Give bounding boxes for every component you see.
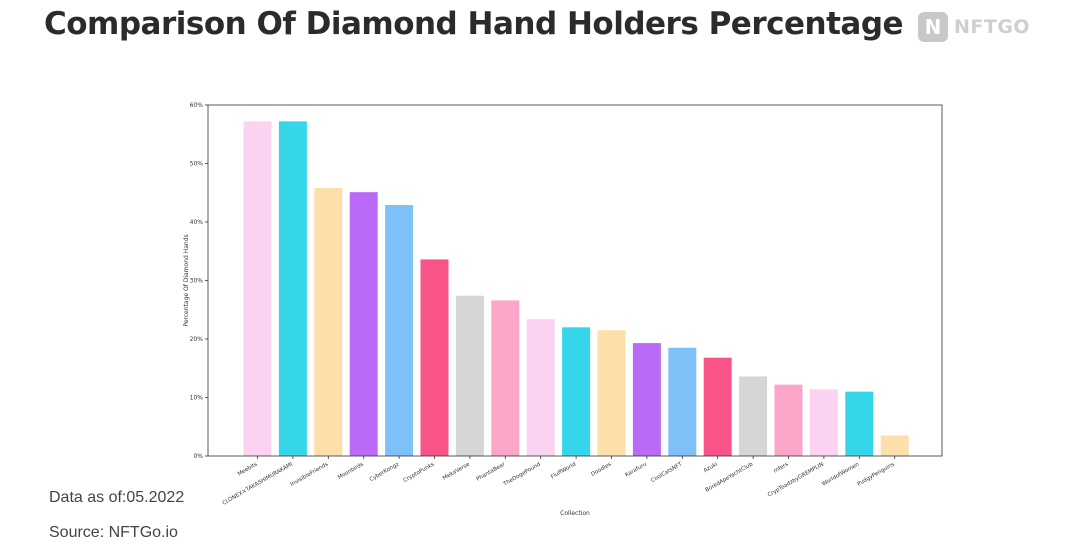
y-tick-label: 30%: [190, 278, 204, 285]
brand-logo: N NFTGO: [918, 12, 1030, 42]
source-note: Source: NFTGo.io: [49, 524, 178, 541]
bar: [632, 343, 661, 456]
x-tick-label: Doodles: [590, 461, 612, 477]
bar: [562, 327, 591, 456]
x-axis-label: Collection: [560, 510, 590, 517]
bar: [845, 391, 874, 456]
page-title: Comparison Of Diamond Hand Holders Perce…: [44, 6, 904, 42]
x-tick-label: MekaVerse: [442, 461, 471, 481]
date-note: Data as of:05.2022: [49, 489, 185, 506]
bar: [880, 435, 909, 456]
x-tick-label: Moonbirds: [337, 461, 365, 481]
y-axis-label: Percentage Of Diamond Hands: [183, 234, 190, 326]
y-tick-label: 50%: [190, 161, 204, 168]
x-tick-label: CryptoPunks: [403, 461, 436, 484]
bar: [703, 357, 732, 456]
bar: [385, 205, 414, 456]
x-tick-label: WorldofWomen: [821, 461, 861, 487]
x-tick-label: Meebits: [237, 461, 259, 477]
nftgo-logo-icon: N: [918, 12, 948, 42]
x-tick-label: PudgyPenguins: [857, 461, 896, 487]
bar: [314, 188, 343, 456]
bar: [668, 347, 697, 456]
x-tick-label: TheDogePound: [502, 462, 542, 489]
x-tick-label: CLONEX×TAKASHIMURAKAMI: [222, 461, 295, 506]
bar: [455, 295, 484, 456]
y-tick-label: 20%: [190, 336, 204, 343]
bar: [526, 319, 555, 456]
y-tick-label: 40%: [190, 219, 204, 226]
y-tick-label: 0%: [193, 453, 203, 460]
x-tick-label: InvisibleFriends: [290, 461, 330, 487]
bar: [491, 300, 520, 456]
x-tick-label: CoolCatsNFT: [650, 461, 684, 484]
bar: [278, 121, 307, 456]
bar: [597, 330, 626, 456]
x-tick-label: FluffWorld: [550, 462, 577, 481]
x-tick-label: PhantaBear: [476, 461, 507, 483]
bar: [420, 259, 449, 456]
bar: [243, 121, 272, 456]
bar: [739, 376, 768, 456]
x-tick-label: mfers: [773, 461, 790, 474]
y-tick-label: 10%: [190, 395, 204, 402]
bar: [349, 192, 378, 457]
bar: [774, 384, 803, 456]
y-tick-label: 60%: [190, 102, 204, 109]
brand-name: NFTGO: [954, 16, 1031, 38]
bar: [809, 389, 838, 456]
x-tick-label: Karafuru: [624, 462, 648, 479]
x-tick-label: Azuki: [703, 461, 719, 474]
x-tick-label: CyberKongz: [369, 461, 400, 483]
